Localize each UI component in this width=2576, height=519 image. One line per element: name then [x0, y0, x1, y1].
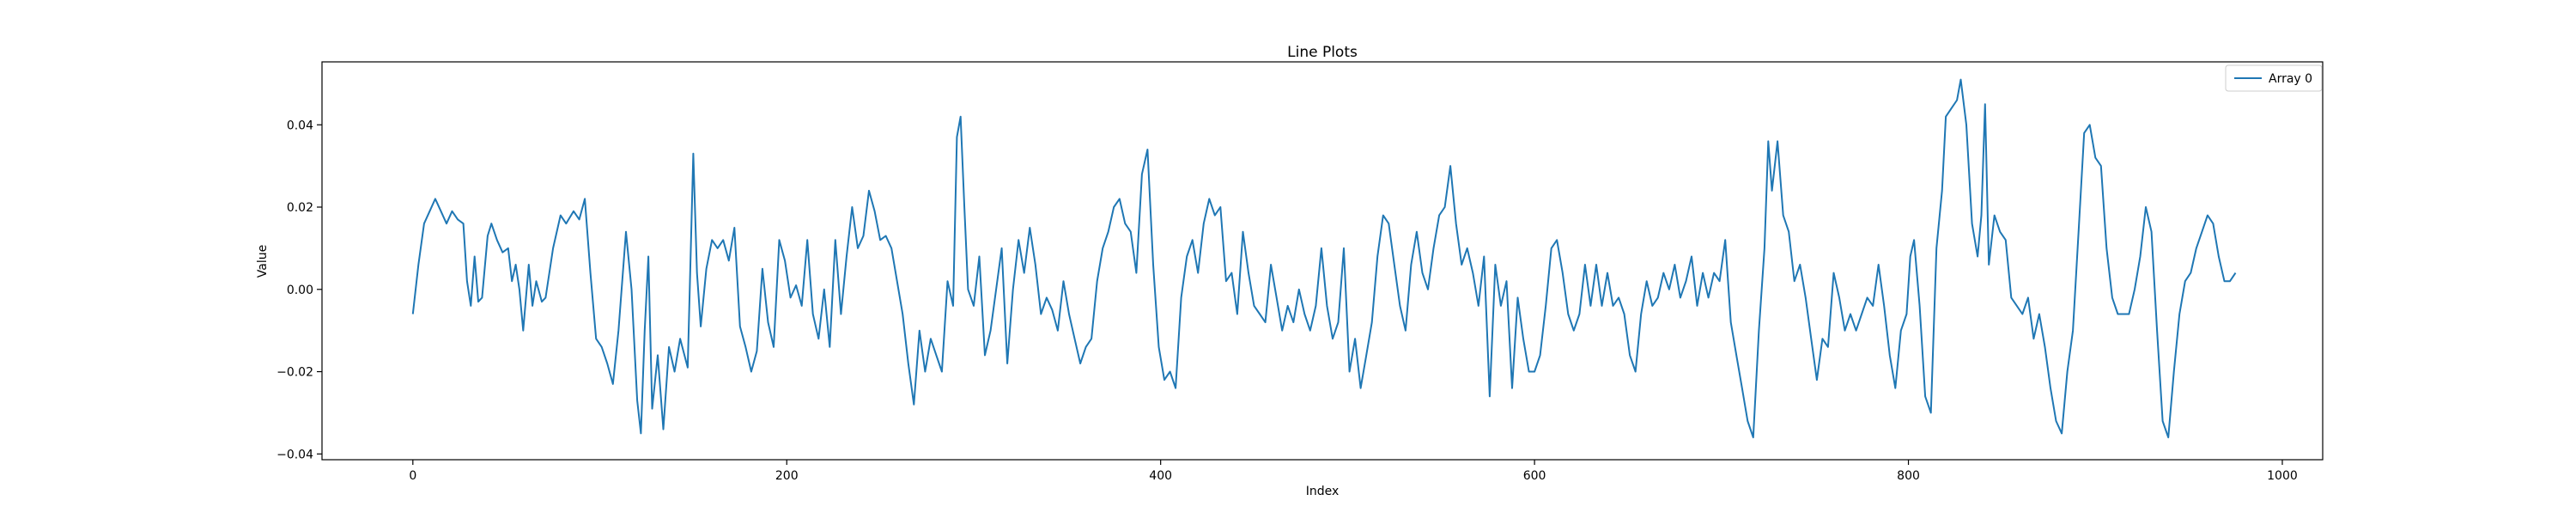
x-tick-label: 600	[1523, 469, 1546, 483]
y-tick-label: −0.04	[276, 448, 313, 461]
x-tick-label: 800	[1897, 469, 1920, 483]
y-tick-label: 0.02	[287, 201, 313, 215]
x-axis-ticks: 0 200 400 600 800 1000	[409, 460, 2298, 483]
series-group	[411, 78, 2237, 439]
y-tick-label: 0.04	[287, 119, 313, 132]
y-axis-ticks: −0.04 −0.02 0.00 0.02 0.04	[276, 119, 322, 461]
series-line-array-0	[411, 78, 2237, 439]
plot-frame	[321, 61, 2324, 461]
legend: Array 0	[2225, 64, 2323, 92]
chart-title: Line Plots	[1287, 44, 1358, 61]
legend-label-array-0: Array 0	[2269, 72, 2312, 86]
legend-box	[2225, 64, 2323, 92]
x-axis-label: Index	[1306, 485, 1340, 498]
y-axis-label: Value	[256, 245, 270, 278]
x-tick-label: 0	[409, 469, 416, 483]
y-tick-label: 0.00	[287, 284, 313, 297]
y-tick-label: −0.02	[276, 366, 313, 380]
x-tick-label: 400	[1149, 469, 1172, 483]
x-tick-label: 1000	[2267, 469, 2298, 483]
x-tick-label: 200	[775, 469, 799, 483]
